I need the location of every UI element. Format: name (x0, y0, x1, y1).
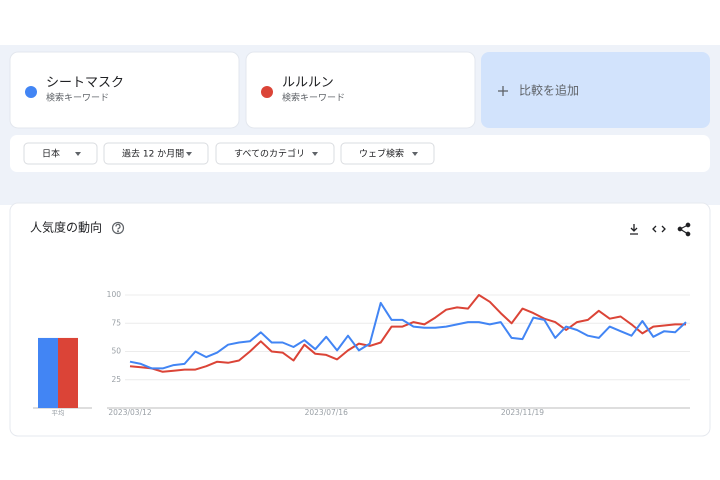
dropdown-arrow (75, 152, 81, 156)
dropdown-arrow (186, 152, 192, 156)
chart-title: 人気度の動向 (30, 220, 102, 235)
embed-icon[interactable] (652, 225, 666, 233)
dropdown-arrow (312, 152, 318, 156)
filter-label: 過去 12 か月間 (122, 148, 184, 160)
download-icon[interactable] (630, 224, 638, 235)
series-line (129, 301, 687, 370)
keyword-name: ルルルン (282, 76, 334, 91)
keyword-card[interactable] (9, 51, 240, 129)
filter-chip[interactable] (340, 142, 435, 165)
average-bar (38, 337, 58, 408)
filter-chip[interactable] (103, 142, 209, 165)
keyword-dot (25, 86, 37, 98)
x-tick-label: 2023/11/19 (501, 408, 544, 417)
x-tick-label: 2023/03/12 (108, 408, 151, 417)
filter-label: すべてのカテゴリ (234, 148, 305, 160)
keyword-subtitle: 検索キーワード (282, 92, 345, 104)
average-bar (58, 337, 78, 408)
y-tick-label: 100 (107, 290, 122, 299)
share-icon[interactable] (677, 222, 691, 237)
x-tick-label: 2023/07/16 (305, 408, 348, 417)
filter-chip[interactable] (215, 142, 335, 165)
keyword-dot (261, 86, 273, 98)
keyword-subtitle: 検索キーワード (46, 92, 109, 104)
dropdown-arrow (412, 152, 418, 156)
filter-chip[interactable] (23, 142, 98, 165)
y-tick-label: 75 (111, 318, 121, 327)
keyword-name: シートマスク (46, 76, 124, 91)
y-tick-label: 25 (111, 375, 121, 384)
compare-card[interactable] (481, 52, 710, 128)
filter-label: ウェブ検索 (359, 148, 404, 160)
chart-card (9, 202, 711, 437)
plus-icon (498, 86, 508, 96)
help-icon[interactable] (111, 221, 125, 235)
average-label: 平均 (52, 408, 66, 417)
keyword-card[interactable] (245, 51, 476, 129)
filter-label: 日本 (42, 148, 60, 160)
compare-label[interactable]: 比較を追加 (519, 83, 579, 98)
y-tick-label: 50 (111, 347, 121, 356)
